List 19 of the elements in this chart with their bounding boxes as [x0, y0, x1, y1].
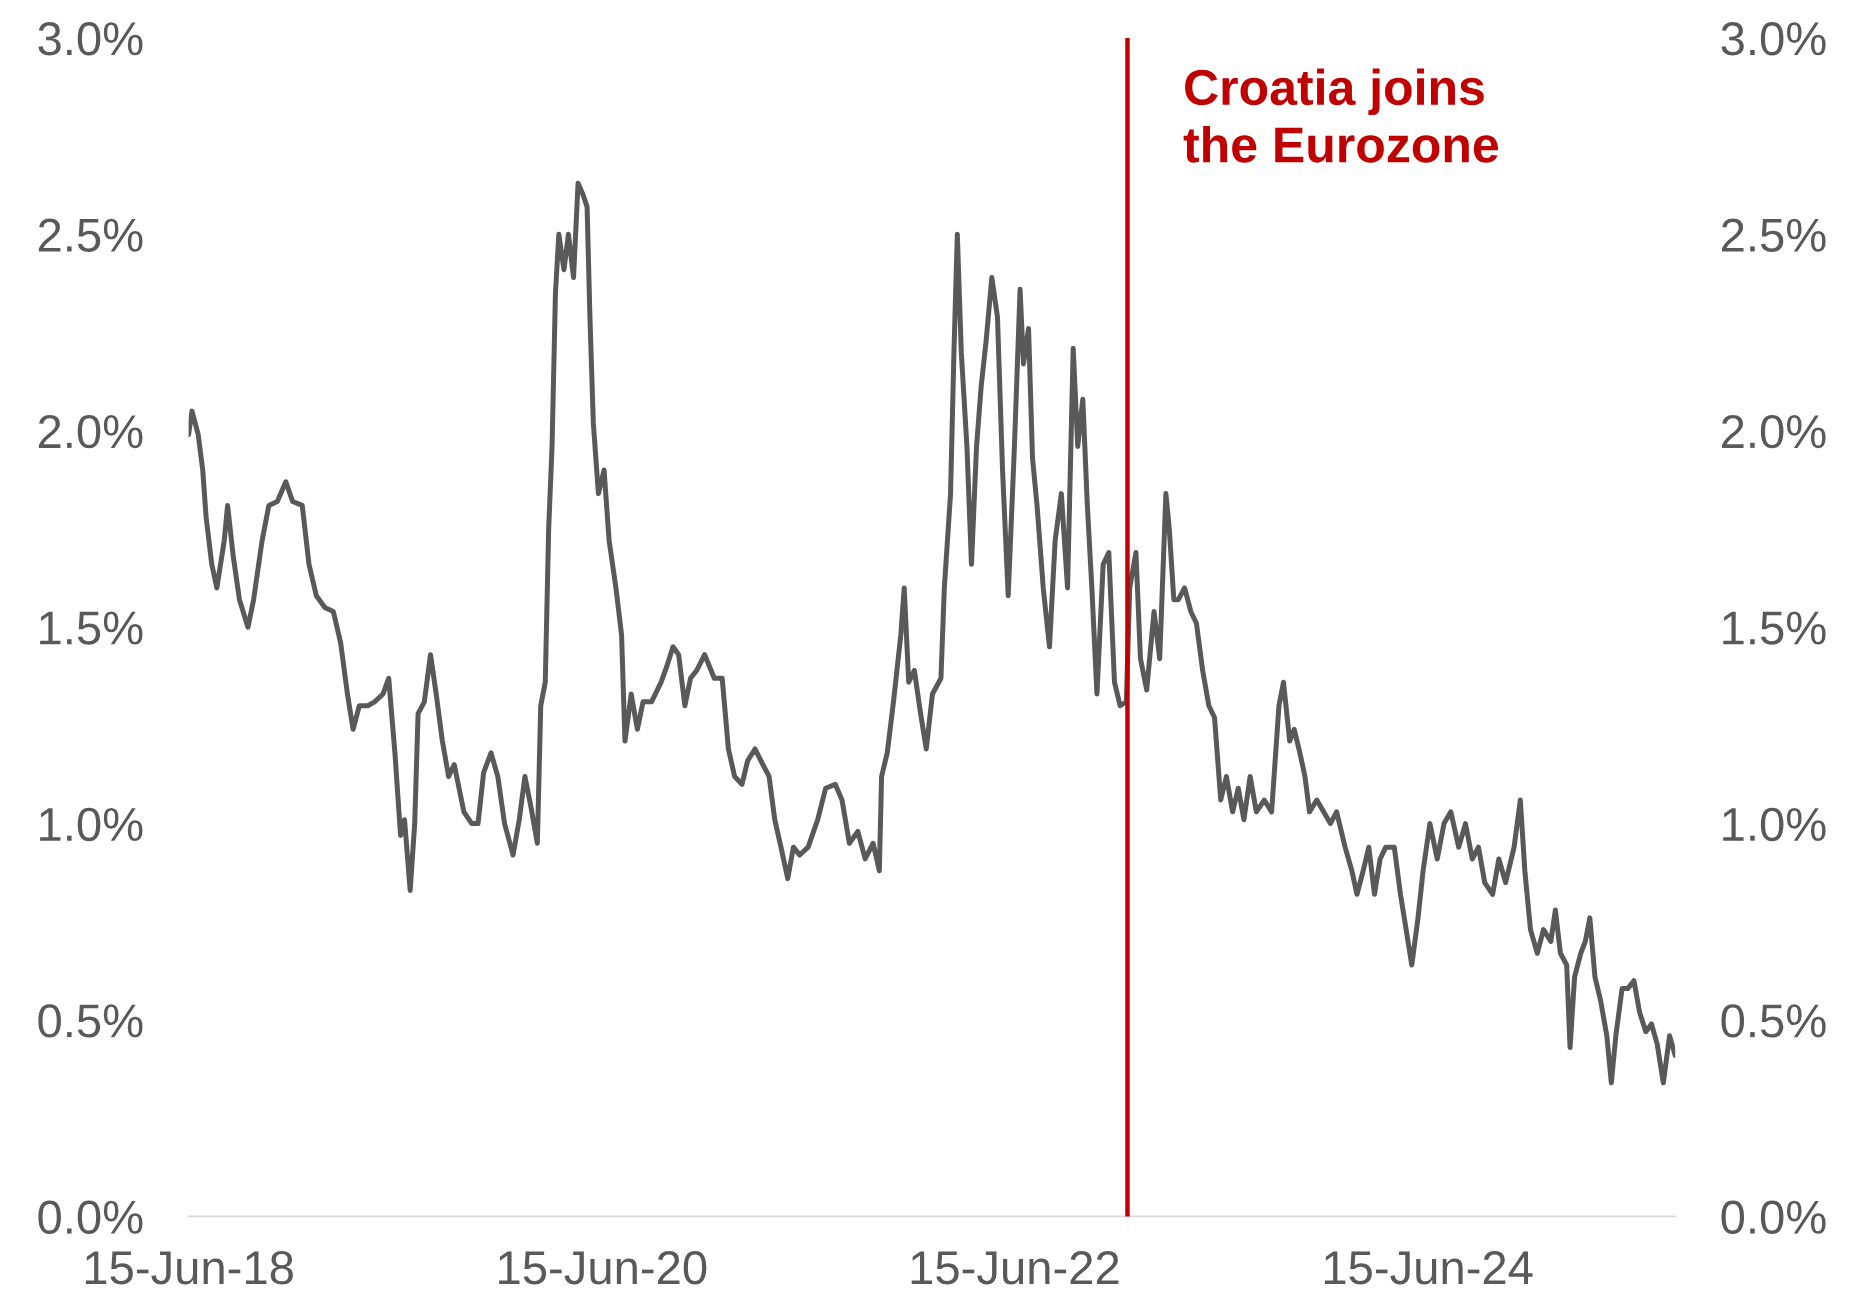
y2-tick-label: 0.0%	[1721, 1200, 1826, 1235]
y-tick-label: 0.0%	[38, 1200, 143, 1235]
y2-tick-label: 1.0%	[1723, 807, 1826, 842]
y-tick-label: 0.5%	[38, 1004, 143, 1038]
y-tick-label: 1.5%	[40, 611, 143, 645]
y-tick-label: 1.0%	[40, 807, 143, 842]
y2-tick-label: 2.0%	[1722, 414, 1826, 449]
x-tick-label: 15-Jun-22	[911, 1251, 1119, 1285]
y-tick-label: 3.0%	[38, 22, 143, 56]
y-tick-label: 2.0%	[38, 414, 143, 449]
y2-tick-label: 3.0%	[1721, 22, 1826, 56]
y2-tick-label: 0.5%	[1721, 1004, 1826, 1038]
x-tick-label: 15-Jun-24	[1324, 1251, 1533, 1285]
x-tick-label: 15-Jun-20	[499, 1251, 707, 1285]
x-tick-label: 15-Jun-18	[85, 1251, 293, 1285]
y-tick-label: 2.5%	[38, 218, 143, 252]
y2-tick-label: 2.5%	[1722, 218, 1826, 252]
y2-tick-label: 1.5%	[1723, 611, 1826, 645]
ref-line-label: Croatia joins the Eurozone	[1183, 68, 1498, 163]
